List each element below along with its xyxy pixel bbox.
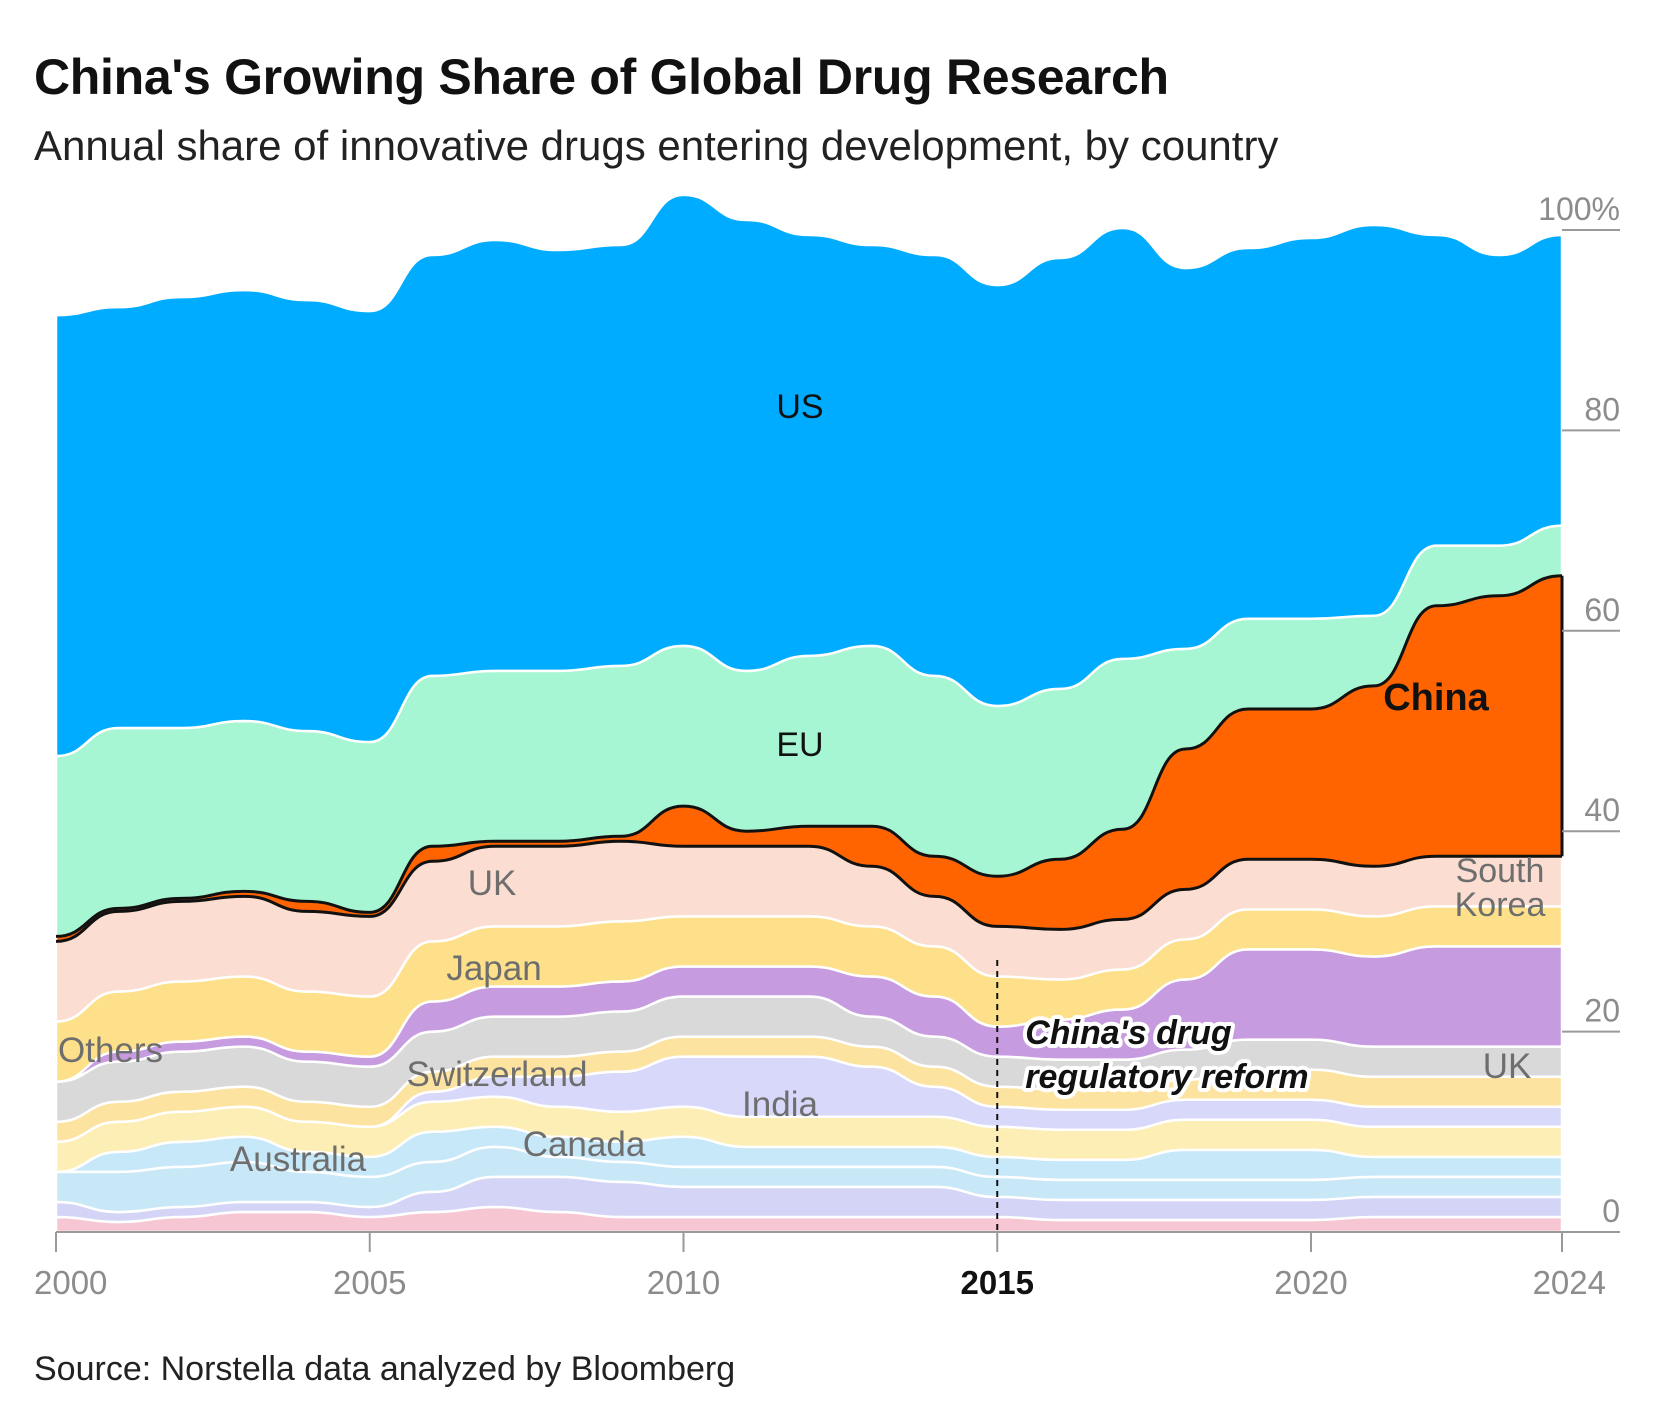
x-tick-label: 2020 (1274, 1264, 1347, 1301)
x-tick-label: 2024 (1533, 1264, 1606, 1301)
reform-annotation-line1: China's drug (1025, 1014, 1232, 1052)
y-tick-label: 60 (1584, 592, 1620, 628)
label-uk: UK (1483, 1047, 1532, 1086)
y-tick-label: 80 (1584, 391, 1620, 427)
area-layers (54, 193, 1564, 1234)
label-japan: Japan (446, 949, 541, 988)
y-tick-label: 20 (1584, 993, 1620, 1029)
y-tick-label: 0 (1602, 1193, 1620, 1229)
y-axis: 0 20 40 60 80 100% (1538, 191, 1620, 1233)
chart-title: China's Growing Share of Global Drug Res… (34, 49, 1169, 105)
x-axis: 2000 2005 2010 2015 2020 2024 (34, 1231, 1606, 1301)
label-south-korea: Korea (1455, 886, 1546, 924)
label-australia: Australia (230, 1140, 367, 1179)
label-us: US (776, 388, 823, 426)
label-india: India (742, 1085, 818, 1124)
area-us (54, 193, 1564, 758)
source-note: Source: Norstella data analyzed by Bloom… (34, 1350, 736, 1388)
label-uk: UK (468, 864, 517, 903)
china-top-edge (55, 574, 1563, 938)
label-china: China (1383, 677, 1489, 719)
chart-subtitle: Annual share of innovative drugs enterin… (34, 122, 1279, 169)
china-bottom-edge (55, 839, 1562, 943)
y-tick-label: 100% (1538, 191, 1620, 227)
china-outline (55, 574, 1564, 943)
reform-annotation-line2: regulatory reform (1025, 1058, 1308, 1096)
x-tick-label: 2005 (333, 1264, 406, 1301)
label-eu: EU (776, 726, 823, 764)
y-tick-label: 40 (1584, 792, 1620, 828)
series-labels: US EU UK Japan Others Switzerland India Canada A… (58, 388, 1545, 1179)
x-tick-label: 2015 (961, 1264, 1034, 1301)
label-canada: Canada (523, 1125, 646, 1164)
x-tick-label: 2000 (34, 1264, 107, 1301)
x-tick-label: 2010 (647, 1264, 720, 1301)
label-south-korea: South (1456, 852, 1545, 890)
reform-annotation: China's drug regulatory reform (996, 960, 1313, 1232)
label-switzerland: Switzerland (407, 1055, 588, 1094)
label-others: Others (58, 1031, 163, 1070)
